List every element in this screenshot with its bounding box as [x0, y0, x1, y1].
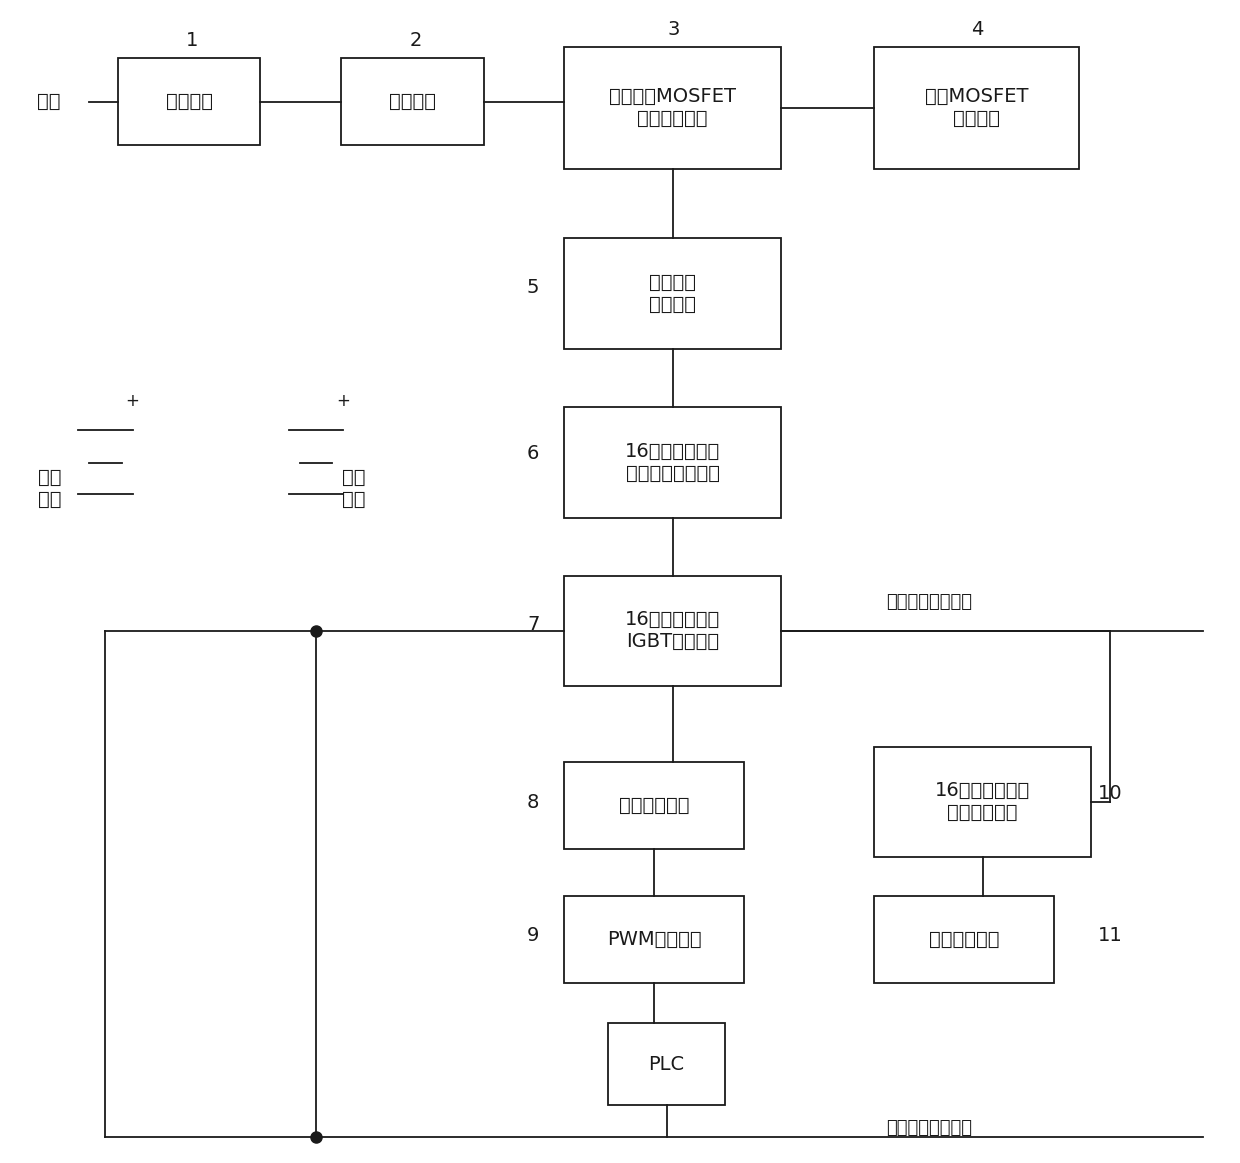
- Text: 1: 1: [186, 31, 198, 50]
- Text: 高压
电源: 高压 电源: [38, 468, 61, 509]
- Text: 市电: 市电: [37, 92, 61, 112]
- Text: 高频功率MOSFET
全桥逆变电路: 高频功率MOSFET 全桥逆变电路: [609, 87, 737, 128]
- Bar: [564, 762, 744, 849]
- Text: 储能
电容: 储能 电容: [342, 468, 365, 509]
- Text: 光纤反馈电路: 光纤反馈电路: [929, 929, 999, 949]
- Text: 滤波电路: 滤波电路: [389, 92, 435, 112]
- Text: 功率MOSFET
驱动电路: 功率MOSFET 驱动电路: [925, 87, 1028, 128]
- Text: 2: 2: [409, 31, 422, 50]
- Bar: [874, 747, 1091, 857]
- Text: PLC: PLC: [649, 1055, 684, 1073]
- Bar: [564, 896, 744, 983]
- Text: 8: 8: [527, 793, 539, 812]
- Text: 整流电路: 整流电路: [166, 92, 212, 112]
- Bar: [564, 47, 781, 169]
- Text: 9: 9: [527, 926, 539, 944]
- Bar: [341, 58, 484, 145]
- Bar: [874, 47, 1079, 169]
- Bar: [608, 1023, 725, 1105]
- Text: 3: 3: [667, 20, 680, 38]
- Text: 16路相互独立的
故障输出电路: 16路相互独立的 故障输出电路: [935, 782, 1030, 822]
- Text: 11: 11: [1097, 926, 1122, 944]
- Text: 串联磁环
隔离电路: 串联磁环 隔离电路: [650, 273, 696, 314]
- Text: +: +: [336, 392, 351, 411]
- Text: 4: 4: [971, 20, 983, 38]
- Text: PWM放大电路: PWM放大电路: [606, 929, 702, 949]
- Bar: [874, 896, 1054, 983]
- Text: 6: 6: [527, 444, 539, 463]
- Bar: [564, 407, 781, 518]
- Text: 高压脉冲负极输出: 高压脉冲负极输出: [887, 1119, 972, 1137]
- Text: 10: 10: [1097, 784, 1122, 802]
- Text: 16路相互串联的
IGBT串联电路: 16路相互串联的 IGBT串联电路: [625, 611, 720, 651]
- Text: 5: 5: [527, 278, 539, 297]
- Text: 7: 7: [527, 615, 539, 634]
- Text: 16路相互独立的
隔离电源次级电路: 16路相互独立的 隔离电源次级电路: [625, 442, 720, 483]
- Bar: [564, 576, 781, 686]
- Bar: [118, 58, 260, 145]
- Text: 高压脉冲正极输出: 高压脉冲正极输出: [887, 593, 972, 611]
- Text: +: +: [125, 392, 140, 411]
- Text: 光纤隔离电路: 光纤隔离电路: [619, 795, 689, 815]
- Bar: [564, 238, 781, 349]
